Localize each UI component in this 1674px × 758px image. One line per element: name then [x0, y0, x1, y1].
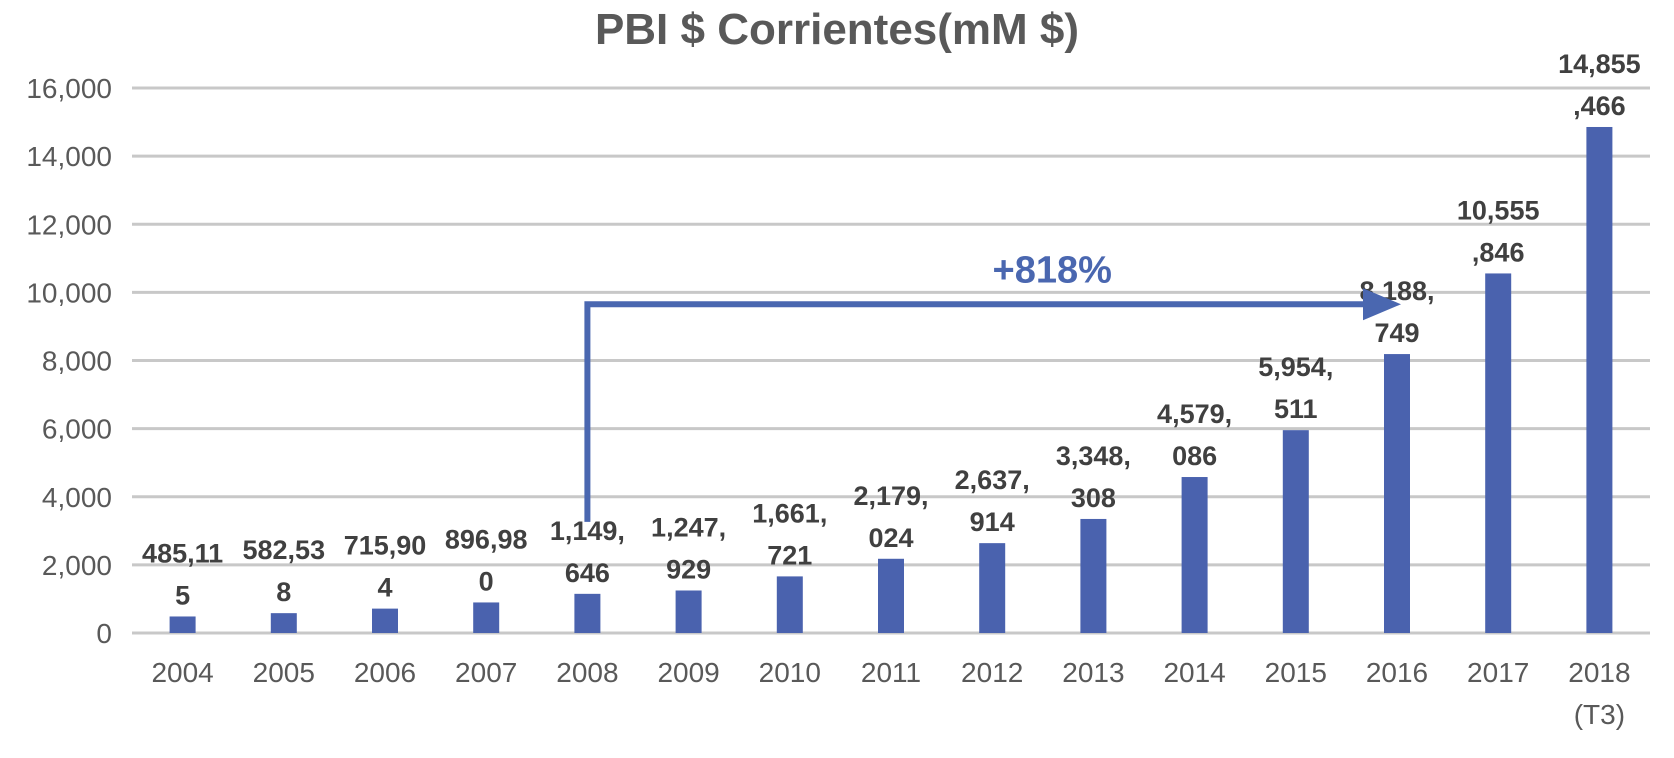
- gridlines: [132, 86, 1650, 635]
- bar: [574, 593, 601, 633]
- y-tick-label: 0: [96, 618, 112, 649]
- data-label: 715,90: [344, 531, 427, 561]
- data-label: 4,579,: [1157, 399, 1232, 429]
- data-label: 485,11: [142, 538, 223, 568]
- x-tick-label: 2011: [861, 657, 921, 688]
- x-tick-label: 2015: [1265, 657, 1327, 688]
- bar: [1485, 273, 1512, 633]
- data-label: 721: [767, 540, 812, 570]
- annotation-arrow-line: [584, 301, 1367, 522]
- y-axis-ticks: 0 2,000 4,000 6,000 8,000 10,000 12,000 14,000 1…: [26, 73, 112, 649]
- bar: [1080, 518, 1107, 633]
- x-tick-label: 2010: [759, 657, 821, 688]
- chart-title: PBI $ Corrientes(mM $): [595, 5, 1079, 54]
- y-tick-label: 12,000: [26, 209, 112, 240]
- data-label: 914: [970, 507, 1015, 537]
- x-tick-label: 2016: [1366, 657, 1428, 688]
- x-tick-label: 2017: [1467, 657, 1529, 688]
- data-label: 0: [479, 566, 494, 596]
- x-tick-label: 2007: [455, 657, 517, 688]
- bars: [169, 126, 1613, 633]
- bar: [372, 608, 398, 633]
- data-label: 5,954,: [1258, 352, 1333, 382]
- x-tick-label: 2018: [1568, 657, 1630, 688]
- x-tick-label: (T3): [1574, 699, 1625, 730]
- data-label: 749: [1374, 318, 1419, 348]
- data-label: 086: [1172, 441, 1217, 471]
- data-label: 5: [175, 580, 190, 610]
- data-label: 8: [276, 577, 291, 607]
- data-label: 308: [1071, 483, 1116, 513]
- y-tick-label: 2,000: [42, 550, 112, 581]
- bar: [473, 602, 500, 633]
- x-tick-label: 2013: [1062, 657, 1124, 688]
- y-tick-label: 4,000: [42, 482, 112, 513]
- y-tick-label: 14,000: [26, 141, 112, 172]
- x-tick-label: 2012: [961, 657, 1023, 688]
- data-label: 1,247,: [651, 512, 726, 542]
- bar: [1181, 477, 1208, 633]
- data-label: 3,348,: [1056, 441, 1131, 471]
- data-label: 646: [565, 558, 610, 588]
- data-label: 10,555: [1457, 195, 1540, 225]
- y-tick-label: 10,000: [26, 277, 112, 308]
- data-label: 896,98: [445, 524, 528, 554]
- bar: [979, 543, 1006, 633]
- x-axis-ticks: 2004 2005 2006 2007 2008 2009 2010 2011 2012 2013…: [151, 657, 1630, 730]
- data-label: 4: [377, 573, 392, 603]
- y-tick-label: 6,000: [42, 414, 112, 445]
- bar: [776, 576, 803, 633]
- bar: [1384, 354, 1410, 633]
- data-label: 14,855: [1558, 49, 1641, 79]
- bar: [1586, 126, 1613, 633]
- bar: [169, 616, 196, 633]
- x-tick-label: 2004: [151, 657, 213, 688]
- x-tick-label: 2014: [1163, 657, 1225, 688]
- data-label: 929: [666, 554, 711, 584]
- y-tick-label: 8,000: [42, 346, 112, 377]
- x-tick-label: 2009: [657, 657, 719, 688]
- bar: [1282, 430, 1309, 633]
- bar: [675, 590, 702, 633]
- annotation-label: +818%: [993, 249, 1112, 291]
- data-label: 1,661,: [752, 498, 827, 528]
- x-tick-label: 2008: [556, 657, 618, 688]
- annotation-arrowhead: [1363, 288, 1401, 321]
- data-label: 2,179,: [853, 481, 928, 511]
- x-tick-label: 2006: [354, 657, 416, 688]
- bar: [878, 558, 904, 633]
- data-label: ,466: [1573, 91, 1626, 121]
- data-label: 024: [868, 523, 913, 553]
- data-label: 2,637,: [955, 465, 1030, 495]
- data-label: 511: [1274, 394, 1318, 424]
- bar: [270, 613, 297, 633]
- annotation-group: +818%: [584, 249, 1401, 522]
- y-tick-label: 16,000: [26, 73, 112, 104]
- x-tick-label: 2005: [253, 657, 315, 688]
- data-labels: 485,115582,538715,904896,9801,149,6461,2…: [142, 49, 1641, 610]
- data-label: 582,53: [243, 535, 326, 565]
- data-label: ,846: [1472, 237, 1525, 267]
